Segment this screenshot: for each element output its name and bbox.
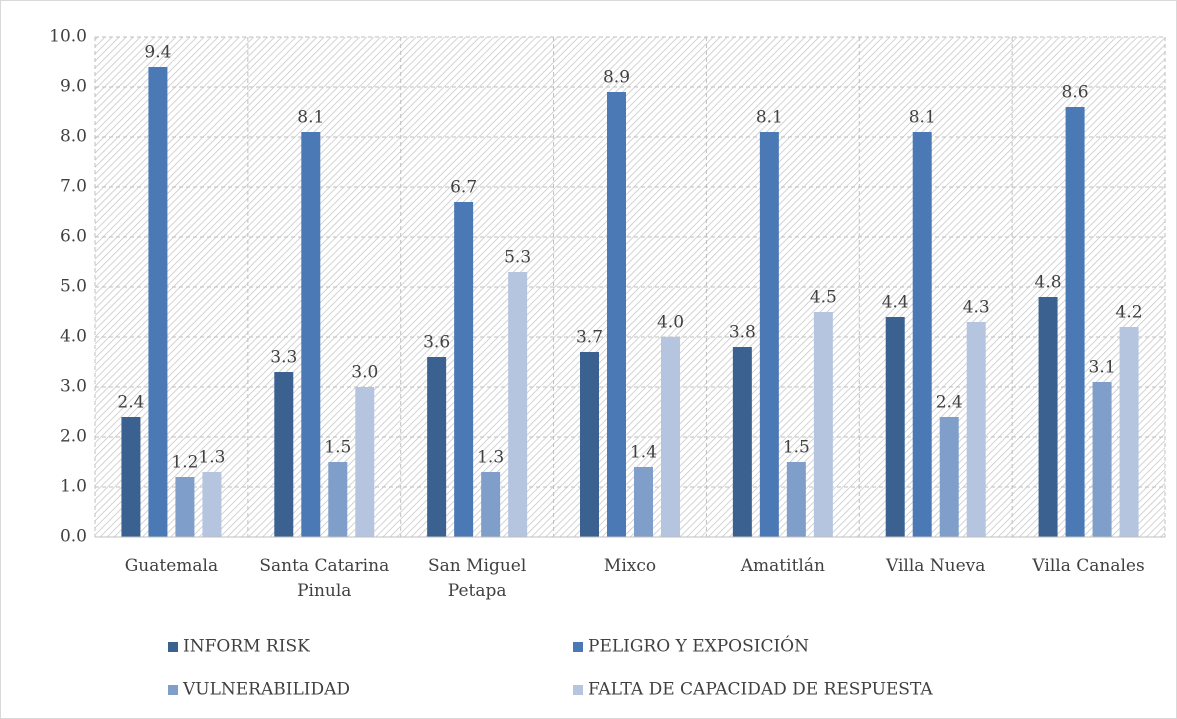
y-tick-label: 7.0: [60, 177, 87, 197]
y-tick-label: 1.0: [60, 477, 87, 497]
legend-swatch: [573, 642, 583, 652]
y-tick-label: 4.0: [60, 327, 87, 347]
data-label: 1.2: [171, 453, 198, 473]
bar: [328, 462, 348, 537]
data-label: 3.7: [576, 328, 603, 348]
data-label: 1.3: [477, 448, 504, 468]
x-tick-label: Mixco: [603, 556, 657, 576]
bar: [121, 417, 141, 537]
data-label: 3.8: [729, 323, 756, 343]
bar: [1119, 327, 1139, 537]
x-tick-label: Guatemala: [124, 556, 219, 576]
data-label: 4.8: [1035, 273, 1062, 293]
legend-label: PELIGRO Y EXPOSICIÓN: [588, 636, 809, 657]
x-tick-label: Villa Nueva: [885, 556, 986, 576]
data-label: 3.3: [270, 348, 297, 368]
y-tick-label: 2.0: [60, 427, 87, 447]
data-label: 8.1: [297, 108, 324, 128]
x-tick-label: Amatitlán: [740, 556, 825, 576]
data-label: 1.5: [783, 438, 810, 458]
data-label: 1.3: [198, 448, 225, 468]
bar: [301, 132, 321, 537]
bar: [508, 272, 528, 537]
bar: [607, 92, 626, 537]
data-label: 8.9: [603, 68, 630, 88]
legend-swatch: [573, 685, 583, 695]
bar: [202, 472, 222, 537]
bar: [1092, 382, 1112, 537]
y-tick-label: 6.0: [60, 227, 87, 247]
bar: [355, 387, 375, 537]
bar: [1065, 107, 1085, 537]
data-label: 1.4: [630, 443, 657, 463]
y-tick-label: 3.0: [60, 377, 87, 397]
data-label: 8.1: [756, 108, 783, 128]
data-label: 5.3: [504, 248, 531, 268]
data-label: 3.6: [423, 333, 450, 353]
legend-label: VULNERABILIDAD: [182, 680, 350, 700]
data-label: 9.4: [144, 43, 171, 63]
bar: [481, 472, 501, 537]
bar: [427, 357, 447, 537]
data-label: 4.2: [1116, 303, 1143, 323]
y-tick-label: 5.0: [60, 277, 87, 297]
legend-label: FALTA DE CAPACIDAD DE RESPUESTA: [588, 680, 933, 700]
bar: [966, 322, 986, 537]
data-label: 4.5: [810, 288, 837, 308]
bar: [634, 467, 653, 537]
bar: [580, 352, 599, 537]
y-tick-label: 0.0: [60, 527, 87, 547]
data-label: 8.6: [1062, 83, 1089, 103]
bar: [939, 417, 959, 537]
x-tick-label: San Miguel Petapa: [427, 556, 527, 601]
bar: [274, 372, 294, 537]
data-label: 1.5: [324, 438, 351, 458]
bar: [786, 462, 806, 537]
bar: [661, 337, 680, 537]
x-tick-label: Santa Catarina Pinula: [259, 556, 390, 601]
data-label: 4.4: [882, 293, 909, 313]
data-label: 2.4: [117, 393, 144, 413]
y-tick-label: 9.0: [60, 77, 87, 97]
data-label: 2.4: [936, 393, 963, 413]
bar: [732, 347, 752, 537]
bar: [885, 317, 905, 537]
data-label: 8.1: [909, 108, 936, 128]
bar: [1038, 297, 1058, 537]
data-label: 3.1: [1089, 358, 1116, 378]
bar: [175, 477, 195, 537]
bar: [813, 312, 833, 537]
y-tick-label: 8.0: [60, 127, 87, 147]
legend-swatch: [168, 642, 178, 652]
bar: [148, 67, 168, 537]
legend-label: INFORM RISK: [183, 637, 310, 657]
bar: [759, 132, 779, 537]
legend-swatch: [168, 685, 178, 695]
data-label: 4.0: [657, 313, 684, 333]
data-label: 4.3: [963, 298, 990, 318]
x-tick-label: Villa Canales: [1032, 556, 1145, 576]
data-label: 3.0: [351, 363, 378, 383]
bar: [912, 132, 932, 537]
bar: [454, 202, 474, 537]
data-label: 6.7: [450, 178, 477, 198]
y-tick-label: 10.0: [49, 27, 87, 47]
